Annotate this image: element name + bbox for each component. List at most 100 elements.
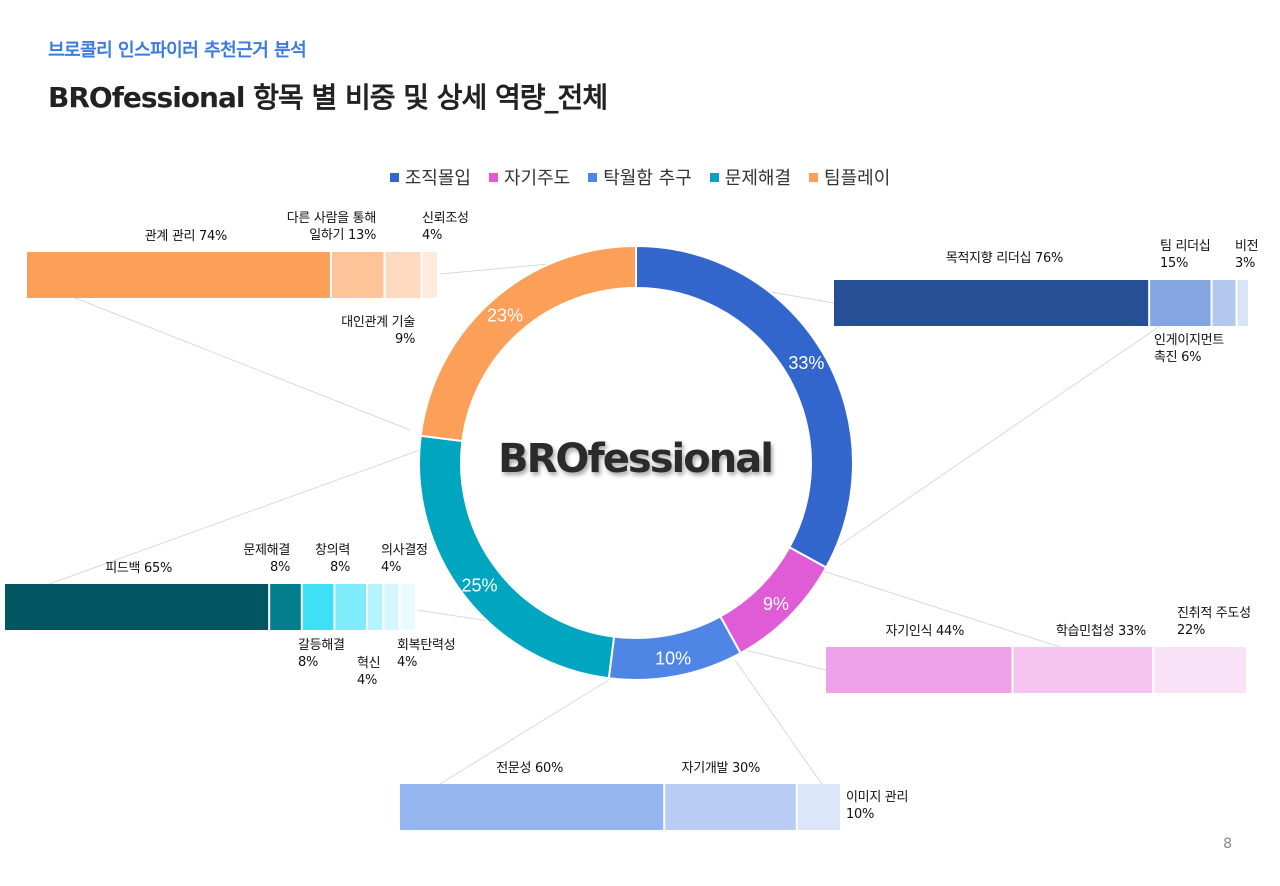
donut-slice-label-1: 33%	[788, 353, 824, 373]
breakdown-label-4-6: 의사결정 4%	[381, 542, 428, 576]
breakdown-bar-4-2	[270, 584, 301, 630]
breakdown-bar-4-4	[335, 584, 367, 630]
breakdown-bar-5-4	[422, 252, 437, 298]
connector-line-2-2	[744, 649, 827, 671]
breakdown-bar-5-1	[27, 252, 330, 298]
page-subtitle: 브로콜리 인스파이러 추천근거 분석	[48, 40, 307, 61]
breakdown-label-3-1: 전문성 60%	[496, 760, 563, 777]
breakdown-bar-4-7	[400, 584, 415, 630]
breakdown-label-line: 혁신	[357, 656, 381, 671]
breakdown-label-line: 비전	[1235, 239, 1259, 254]
connector-line-1-1	[759, 289, 835, 304]
legend-label-5: 팀플레이	[824, 168, 891, 189]
breakdown-label-line: 8%	[329, 560, 350, 575]
donut-slice-label-4: 25%	[462, 575, 498, 595]
breakdown-bar-4-6	[384, 584, 399, 630]
breakdown-label-line: 8%	[269, 560, 290, 575]
breakdown-label-line: 목적지향 리더십 76%	[945, 251, 1064, 266]
breakdown-label-line: 전문성 60%	[496, 761, 563, 776]
breakdown-label-line: 인게이지먼트	[1154, 333, 1224, 348]
donut-slice-label-3: 10%	[655, 648, 691, 668]
breakdown-bar-1-1	[834, 280, 1149, 326]
breakdown-label-line: 팀 리더십	[1160, 239, 1211, 254]
donut-slice-label-2: 9%	[763, 594, 789, 614]
breakdown-label-line: 피드백 65%	[105, 561, 172, 576]
legend-label-2: 자기주도	[503, 168, 571, 189]
breakdown-label-5-1: 관계 관리 74%	[144, 228, 228, 245]
legend-swatch-4	[709, 172, 719, 182]
page-title: BROfessional 항목 별 비중 및 상세 역량_전체	[48, 81, 608, 114]
legend-swatch-3	[588, 172, 598, 182]
breakdown-label-4-3: 갈등해결 8%	[298, 637, 345, 671]
breakdown-bar-4-3	[302, 584, 334, 630]
connector-line-3-1	[439, 677, 613, 785]
breakdown-label-line: 자기개발 30%	[681, 761, 761, 776]
breakdown-bar-1-3	[1212, 280, 1236, 326]
connector-line-2-1	[819, 569, 1061, 648]
donut-slice-label-5: 23%	[487, 305, 523, 325]
breakdown-label-line: 4%	[397, 655, 418, 670]
breakdown-label-line: 대인관계 기술	[341, 315, 415, 330]
connector-line-5-2	[59, 291, 411, 431]
legend-item-2: 자기주도	[488, 164, 571, 190]
breakdown-label-5-2: 다른 사람을 통해 일하기 13%	[287, 210, 377, 244]
breakdown-label-line: 회복탄력성	[397, 638, 456, 653]
donut-slice-1	[635, 244, 855, 569]
connector-line-4-1	[4, 449, 421, 601]
breakdown-label-line: 4%	[357, 673, 378, 688]
breakdown-label-line: 3%	[1235, 256, 1256, 271]
breakdown-bar-1-4	[1237, 280, 1248, 326]
breakdown-label-line: 촉진 6%	[1154, 350, 1202, 365]
breakdown-label-4-7: 회복탄력성 4%	[397, 637, 456, 671]
legend-item-5: 팀플레이	[809, 164, 890, 190]
breakdown-bar-4-1	[5, 584, 269, 630]
breakdown-bar-1-2	[1150, 280, 1211, 326]
breakdown-label-line: 학습민첩성 33%	[1055, 624, 1146, 639]
breakdown-label-line: 이미지 관리	[846, 790, 909, 805]
breakdown-label-line: 10%	[846, 807, 874, 822]
breakdown-label-line: 4%	[381, 560, 402, 575]
breakdown-bar-5-3	[385, 252, 421, 298]
breakdown-label-line: 신뢰조성	[422, 211, 469, 226]
donut-slice-5	[419, 244, 637, 443]
breakdown-label-1-4: 비전 3%	[1235, 238, 1259, 272]
legend-item-1: 조직몰입	[389, 164, 471, 190]
breakdown-label-line: 관계 관리 74%	[144, 229, 228, 244]
chart-legend: 조직몰입 자기주도 탁월함 추구 문제해결 팀플레이	[0, 164, 1280, 190]
legend-label-4: 문제해결	[724, 168, 792, 189]
breakdown-bar-2-2	[1013, 647, 1153, 693]
breakdown-label-line: 15%	[1160, 256, 1188, 271]
breakdown-label-line: 8%	[298, 655, 319, 670]
breakdown-label-4-4: 창의력 8%	[315, 542, 350, 576]
breakdown-label-line: 문제해결	[243, 543, 290, 558]
breakdown-label-line: 일하기 13%	[309, 228, 376, 243]
breakdown-label-4-2: 문제해결 8%	[243, 542, 290, 576]
breakdown-label-2-3: 진취적 주도성 22%	[1177, 605, 1251, 639]
breakdown-label-4-5: 혁신 4%	[357, 655, 381, 689]
breakdown-label-5-4: 신뢰조성 4%	[422, 210, 469, 244]
breakdown-bar-3-1	[400, 784, 664, 830]
legend-item-3: 탁월함 추구	[588, 164, 692, 190]
breakdown-label-line: 의사결정	[381, 543, 428, 558]
breakdown-label-line: 창의력	[315, 543, 350, 558]
breakdown-label-2-1: 자기인식 44%	[885, 623, 965, 640]
breakdown-label-3-2: 자기개발 30%	[681, 760, 761, 777]
legend-item-4: 문제해결	[709, 164, 792, 190]
breakdown-label-2-2: 학습민첩성 33%	[1056, 623, 1146, 640]
breakdown-label-line: 22%	[1177, 623, 1205, 638]
breakdown-label-3-3: 이미지 관리 10%	[846, 789, 908, 823]
legend-swatch-2	[488, 172, 498, 182]
breakdown-bar-3-2	[665, 784, 796, 830]
legend-label-3: 탁월함 추구	[603, 168, 692, 189]
legend-label-1: 조직몰입	[404, 168, 471, 189]
legend-swatch-5	[809, 172, 819, 182]
breakdown-label-line: 갈등해결	[298, 638, 345, 653]
breakdown-label-1-1: 목적지향 리더십 76%	[945, 250, 1064, 267]
breakdown-bar-2-1	[826, 647, 1012, 693]
breakdown-label-line: 자기인식 44%	[885, 624, 965, 639]
breakdown-label-4-1: 피드백 65%	[105, 560, 172, 577]
connector-line-1-2	[839, 325, 1161, 546]
breakdown-label-line: 9%	[394, 332, 415, 347]
